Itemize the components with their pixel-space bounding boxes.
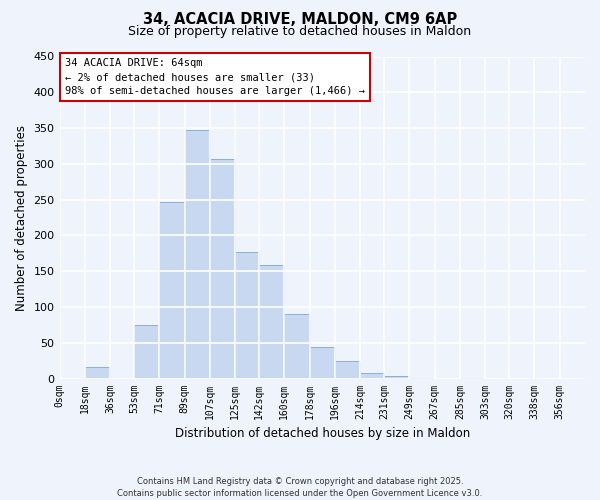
Bar (185, 130, 210, 378)
Bar (310, 347, 335, 378)
Bar (284, 314, 310, 378)
Text: Size of property relative to detached houses in Maldon: Size of property relative to detached ho… (128, 25, 472, 38)
Text: 34, ACACIA DRIVE, MALDON, CM9 6AP: 34, ACACIA DRIVE, MALDON, CM9 6AP (143, 12, 457, 28)
Bar (335, 360, 360, 378)
Bar (159, 202, 185, 378)
Bar (210, 159, 235, 378)
Text: Contains HM Land Registry data © Crown copyright and database right 2025.
Contai: Contains HM Land Registry data © Crown c… (118, 476, 482, 498)
Bar (360, 373, 384, 378)
Bar (259, 266, 284, 378)
Text: 34 ACACIA DRIVE: 64sqm
← 2% of detached houses are smaller (33)
98% of semi-deta: 34 ACACIA DRIVE: 64sqm ← 2% of detached … (65, 58, 365, 96)
Bar (85, 367, 110, 378)
Y-axis label: Number of detached properties: Number of detached properties (15, 124, 28, 310)
Bar (134, 325, 159, 378)
Bar (235, 252, 259, 378)
Bar (384, 376, 409, 378)
X-axis label: Distribution of detached houses by size in Maldon: Distribution of detached houses by size … (175, 427, 470, 440)
